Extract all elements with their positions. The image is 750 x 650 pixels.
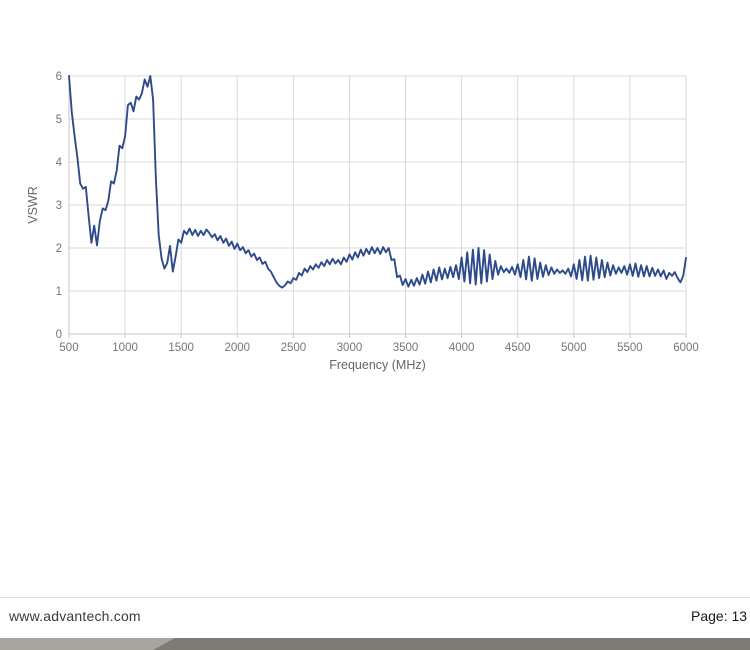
x-axis-tick-label: 6000 (673, 342, 699, 354)
y-axis-tick-label: 1 (56, 286, 62, 298)
footer-divider (0, 597, 750, 598)
footer-accent-bar-dark-segment (0, 638, 750, 650)
y-axis-tick-label: 2 (56, 243, 62, 255)
y-axis-tick-label: 5 (56, 114, 62, 126)
footer-accent-bar (0, 638, 750, 650)
x-axis-tick-label: 5500 (617, 342, 643, 354)
x-axis-tick-label: 2500 (281, 342, 307, 354)
x-axis-tick-label: 1000 (112, 342, 138, 354)
y-axis-tick-label: 6 (56, 71, 62, 83)
y-axis-tick-label: 4 (56, 157, 63, 169)
y-axis-title: VSWR (26, 186, 40, 224)
x-axis-tick-label: 5000 (561, 342, 587, 354)
y-axis-tick-label: 3 (56, 200, 62, 212)
vswr-series-line (68, 75, 687, 289)
x-axis-tick-label: 500 (59, 342, 78, 354)
vswr-chart: 500 1000 1500 2000 2500 3000 3500 4000 4500 5000 5… (26, 71, 699, 372)
footer-accent-bar-light-segment (0, 638, 175, 650)
x-axis-tick-label: 4000 (449, 342, 475, 354)
footer-website-link[interactable]: www.advantech.com (9, 608, 141, 624)
x-axis-tick-label: 3500 (393, 342, 419, 354)
vswr-chart-svg: 500 1000 1500 2000 2500 3000 3500 4000 4500 5000 5… (26, 71, 699, 372)
x-axis-tick-label: 3000 (337, 342, 363, 354)
x-axis-title: Frequency (MHz) (329, 358, 426, 372)
x-axis-tick-label: 1500 (168, 342, 194, 354)
x-axis-tick-label: 4500 (505, 342, 531, 354)
x-axis-tick-label: 2000 (224, 342, 250, 354)
footer-page-number: Page: 13 (691, 608, 748, 624)
y-axis-tick-label: 0 (56, 329, 62, 341)
